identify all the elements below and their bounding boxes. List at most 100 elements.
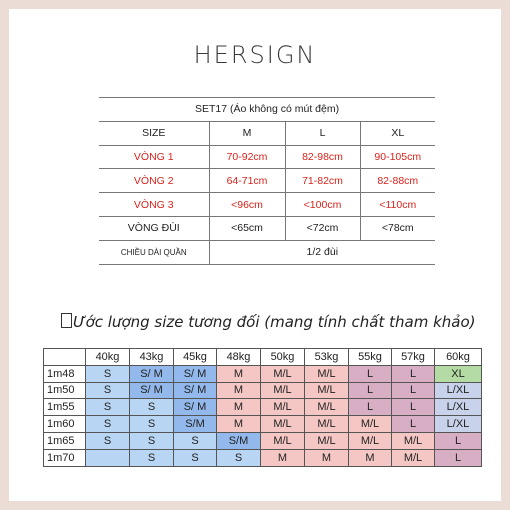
weight-header: 57kg [391, 348, 435, 366]
size-header-label: SIZE [99, 121, 210, 146]
measure-label-vong2: VÒNG 2 [99, 168, 210, 194]
size-cell: L/XL [434, 398, 482, 417]
size-cell: L [348, 398, 392, 417]
size-cell: S/M [173, 415, 217, 433]
estimate-heading-text: Ước lượng size tương đối (mang tính chất… [73, 313, 476, 331]
size-cell: L [434, 431, 482, 450]
weight-header: 53kg [304, 348, 349, 366]
size-cell: S [85, 381, 130, 400]
size-cell: S [129, 415, 174, 433]
size-cell: S [129, 398, 174, 417]
size-cell: M [304, 448, 349, 467]
size-cell: M/L [304, 364, 349, 383]
size-cell: XL [434, 364, 482, 383]
measure-value: <96cm [209, 192, 286, 217]
size-cell: M/L [391, 448, 435, 467]
measure-value: <78cm [360, 216, 436, 241]
measure-value: 64-71cm [209, 168, 286, 194]
size-cell: M/L [348, 431, 392, 450]
size-table-title: SET17 (Áo không có mút đệm) [99, 97, 436, 122]
missing-glyph-icon [61, 313, 72, 328]
measure-value: 70-92cm [209, 145, 286, 170]
size-cell: M [216, 398, 261, 417]
height-label: 1m48 [43, 364, 86, 383]
height-label: 1m60 [43, 415, 86, 433]
size-cell: M/L [260, 398, 305, 417]
measure-value: 90-105cm [360, 145, 436, 170]
measure-value: <72cm [285, 216, 361, 241]
size-cell: M/L [260, 431, 305, 450]
measure-value: <65cm [209, 216, 286, 241]
size-cell: M [216, 364, 261, 383]
size-cell [85, 448, 130, 467]
measure-value: 82-98cm [285, 145, 361, 170]
estimate-grid: 40kg 43kg 45kg 48kg 50kg 53kg 55kg 57kg … [43, 348, 482, 467]
weight-header: 45kg [173, 348, 217, 366]
measure-label-vong-dui: VÒNG ĐÙI [99, 216, 210, 241]
size-cell: M [260, 448, 305, 467]
weight-header: 55kg [348, 348, 392, 366]
weight-header: 60kg [434, 348, 482, 366]
height-label: 1m70 [43, 448, 86, 467]
size-cell: L/XL [434, 415, 482, 433]
brand-logo: HERSIGN [193, 41, 317, 69]
size-cell: M/L [304, 398, 349, 417]
size-cell: M/L [304, 431, 349, 450]
length-value: 1/2 đùi [209, 240, 436, 265]
size-cell: M/L [260, 415, 305, 433]
weight-header: 40kg [85, 348, 130, 366]
height-label: 1m50 [43, 381, 86, 400]
size-cell: M [216, 381, 261, 400]
size-cell: L/XL [434, 381, 482, 400]
measure-value: 82-88cm [360, 168, 436, 194]
measure-value: <110cm [360, 192, 436, 217]
size-cell: S [129, 431, 174, 450]
height-label: 1m65 [43, 431, 86, 450]
size-cell: M/L [260, 364, 305, 383]
measure-value: <100cm [285, 192, 361, 217]
size-cell: S [129, 448, 174, 467]
size-cell: S [173, 448, 217, 467]
size-cell: S/ M [129, 364, 174, 383]
size-cell: M [348, 448, 392, 467]
size-cell: S/ M [173, 398, 217, 417]
height-label: 1m55 [43, 398, 86, 417]
size-cell: L [391, 398, 435, 417]
size-cell: L [391, 364, 435, 383]
size-cell: S [85, 364, 130, 383]
size-cell: M [216, 415, 261, 433]
size-cell: S [216, 448, 261, 467]
size-cell: M/L [304, 415, 349, 433]
weight-header: 48kg [216, 348, 261, 366]
size-cell: L [391, 381, 435, 400]
size-cell: S [85, 431, 130, 450]
size-cell: M/L [348, 415, 392, 433]
measure-value: 71-82cm [285, 168, 361, 194]
measure-label-vong1: VÒNG 1 [99, 145, 210, 170]
size-table: SET17 (Áo không có mút đệm) SIZE M L XL … [99, 97, 436, 265]
size-cell: M/L [304, 381, 349, 400]
size-cell: S/ M [129, 381, 174, 400]
size-cell: M/L [260, 381, 305, 400]
weight-header: 43kg [129, 348, 174, 366]
size-header-m: M [209, 121, 286, 146]
size-cell: L [348, 381, 392, 400]
size-cell: L [348, 364, 392, 383]
size-cell: M/L [391, 431, 435, 450]
length-label: CHIỀU DÀI QUẦN [99, 240, 210, 265]
size-cell: S [173, 431, 217, 450]
weight-header: 50kg [260, 348, 305, 366]
size-cell: S [85, 415, 130, 433]
size-header-l: L [285, 121, 361, 146]
size-cell: S [85, 398, 130, 417]
size-cell: S/ M [173, 381, 217, 400]
size-chart-card: HERSIGN SET17 (Áo không có mút đệm) SIZE… [9, 9, 501, 501]
measure-label-vong3: VÒNG 3 [99, 192, 210, 217]
size-cell: S/ M [173, 364, 217, 383]
size-cell: S/M [216, 431, 261, 450]
estimate-heading: Ước lượng size tương đối (mang tính chất… [61, 313, 476, 331]
size-header-xl: XL [360, 121, 436, 146]
size-cell: L [434, 448, 482, 467]
corner-cell [43, 348, 86, 366]
size-cell: L [391, 415, 435, 433]
